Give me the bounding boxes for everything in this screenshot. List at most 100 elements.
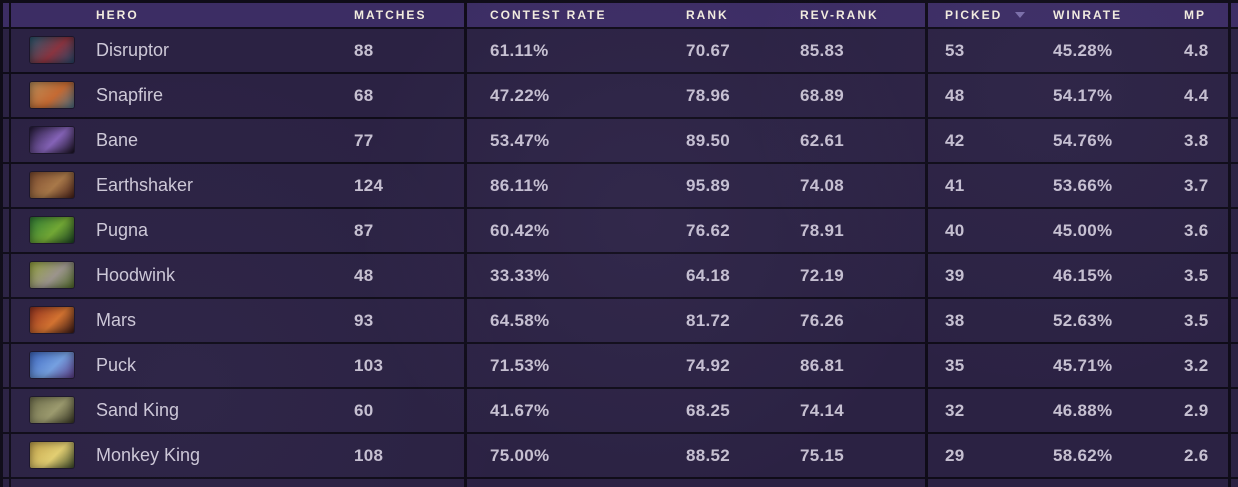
table-row-monkey-king[interactable]: Monkey King 108 75.00% 88.52 75.15 29 58.62% 2.… [0, 434, 1238, 479]
contest-rate-value: 33.33% [490, 266, 550, 285]
rev-rank-value: 75.15 [800, 446, 845, 465]
rev-rank-value: 74.08 [800, 176, 845, 195]
matches-value: 77 [354, 131, 374, 150]
hoodwink-portrait-icon [30, 262, 74, 288]
sort-desc-icon [1015, 12, 1025, 18]
rank-value: 68.25 [686, 401, 731, 420]
hero-name[interactable]: Sand King [96, 400, 180, 420]
contest-rate-value: 71.53% [490, 356, 550, 375]
rank-value: 78.96 [686, 86, 731, 105]
contest-rate-value: 64.58% [490, 311, 550, 330]
rev-rank-value: 78.91 [800, 221, 845, 240]
winrate-value: 45.00% [1053, 221, 1113, 240]
picked-value: 29 [945, 446, 965, 465]
picked-value: 32 [945, 401, 965, 420]
matches-value: 88 [354, 41, 374, 60]
column-header-mp[interactable]: MP [1184, 8, 1206, 22]
column-header-winrate[interactable]: WINRATE [1053, 8, 1123, 22]
rev-rank-value: 85.83 [800, 41, 845, 60]
winrate-value: 46.88% [1053, 401, 1113, 420]
matches-value: 124 [354, 176, 384, 195]
snapfire-portrait-icon [30, 82, 74, 108]
rank-value: 95.89 [686, 176, 731, 195]
table-row-partial [0, 479, 1238, 487]
rev-rank-value: 74.14 [800, 401, 845, 420]
puck-portrait-icon [30, 352, 74, 378]
rev-rank-value: 68.89 [800, 86, 845, 105]
contest-rate-value: 53.47% [490, 131, 550, 150]
matches-value: 87 [354, 221, 374, 240]
column-header-matches[interactable]: MATCHES [354, 8, 427, 22]
hero-name[interactable]: Disruptor [96, 40, 170, 60]
disruptor-portrait-icon [30, 37, 74, 63]
picked-value: 42 [945, 131, 965, 150]
contest-rate-value: 61.11% [490, 41, 549, 60]
rank-value: 70.67 [686, 41, 731, 60]
rank-value: 64.18 [686, 266, 731, 285]
column-header-rev-rank[interactable]: REV-RANK [800, 8, 879, 22]
matches-value: 48 [354, 266, 374, 285]
mp-value: 3.7 [1184, 176, 1209, 195]
column-group-divider [925, 0, 928, 487]
table-row-pugna[interactable]: Pugna 87 60.42% 76.62 78.91 40 45.00% 3.6 [0, 209, 1238, 254]
hero-name[interactable]: Snapfire [96, 85, 164, 105]
mp-value: 4.8 [1184, 41, 1209, 60]
mp-value: 3.8 [1184, 131, 1209, 150]
matches-value: 103 [354, 356, 384, 375]
picked-value: 53 [945, 41, 965, 60]
table-row-snapfire[interactable]: Snapfire 68 47.22% 78.96 68.89 48 54.17% 4.4 [0, 74, 1238, 119]
hero-name[interactable]: Bane [96, 130, 139, 150]
pugna-portrait-icon [30, 217, 74, 243]
column-header-picked[interactable]: PICKED [945, 8, 1003, 22]
column-group-divider [0, 0, 3, 487]
winrate-value: 54.17% [1053, 86, 1113, 105]
column-header-hero[interactable]: HERO [96, 8, 139, 22]
table-row-earthshaker[interactable]: Earthshaker 124 86.11% 95.89 74.08 41 53.66% 3.… [0, 164, 1238, 209]
rank-value: 81.72 [686, 311, 731, 330]
hero-name[interactable]: Monkey King [96, 445, 201, 465]
mp-value: 3.5 [1184, 266, 1209, 285]
matches-value: 93 [354, 311, 374, 330]
column-group-divider [464, 0, 467, 487]
contest-rate-value: 75.00% [490, 446, 550, 465]
rank-value: 89.50 [686, 131, 731, 150]
table-body: Disruptor 88 61.11% 70.67 85.83 53 45.28% 4.8 Sn… [0, 29, 1238, 479]
mp-value: 4.4 [1184, 86, 1209, 105]
hero-name[interactable]: Mars [96, 310, 136, 330]
rev-rank-value: 62.61 [800, 131, 845, 150]
mars-portrait-icon [30, 307, 74, 333]
column-group-divider [9, 0, 11, 487]
winrate-value: 45.71% [1053, 356, 1113, 375]
hero-name[interactable]: Puck [96, 355, 137, 375]
picked-value: 40 [945, 221, 965, 240]
rank-value: 76.62 [686, 221, 731, 240]
monkey-king-portrait-icon [30, 442, 74, 468]
winrate-value: 53.66% [1053, 176, 1113, 195]
winrate-value: 58.62% [1053, 446, 1113, 465]
hero-name[interactable]: Pugna [96, 220, 149, 240]
rank-value: 88.52 [686, 446, 731, 465]
hero-name[interactable]: Hoodwink [96, 265, 176, 285]
table-row-bane[interactable]: Bane 77 53.47% 89.50 62.61 42 54.76% 3.8 [0, 119, 1238, 164]
bane-portrait-icon [30, 127, 74, 153]
column-header-contest-rate[interactable]: CONTEST RATE [490, 8, 607, 22]
mp-value: 3.6 [1184, 221, 1209, 240]
table-row-puck[interactable]: Puck 103 71.53% 74.92 86.81 35 45.71% 3.2 [0, 344, 1238, 389]
contest-rate-value: 60.42% [490, 221, 550, 240]
table-row-sand-king[interactable]: Sand King 60 41.67% 68.25 74.14 32 46.88% 2.9 [0, 389, 1238, 434]
hero-name[interactable]: Earthshaker [96, 175, 194, 195]
table-row-disruptor[interactable]: Disruptor 88 61.11% 70.67 85.83 53 45.28% 4.8 [0, 29, 1238, 74]
earthshaker-portrait-icon [30, 172, 74, 198]
table-row-mars[interactable]: Mars 93 64.58% 81.72 76.26 38 52.63% 3.5 [0, 299, 1238, 344]
table-row-hoodwink[interactable]: Hoodwink 48 33.33% 64.18 72.19 39 46.15% 3.5 [0, 254, 1238, 299]
sand-king-portrait-icon [30, 397, 74, 423]
picked-value: 39 [945, 266, 965, 285]
mp-value: 2.6 [1184, 446, 1209, 465]
winrate-value: 52.63% [1053, 311, 1113, 330]
rank-value: 74.92 [686, 356, 731, 375]
matches-value: 68 [354, 86, 374, 105]
picked-value: 48 [945, 86, 965, 105]
contest-rate-value: 47.22% [490, 86, 550, 105]
column-header-rank[interactable]: RANK [686, 8, 729, 22]
picked-value: 38 [945, 311, 965, 330]
